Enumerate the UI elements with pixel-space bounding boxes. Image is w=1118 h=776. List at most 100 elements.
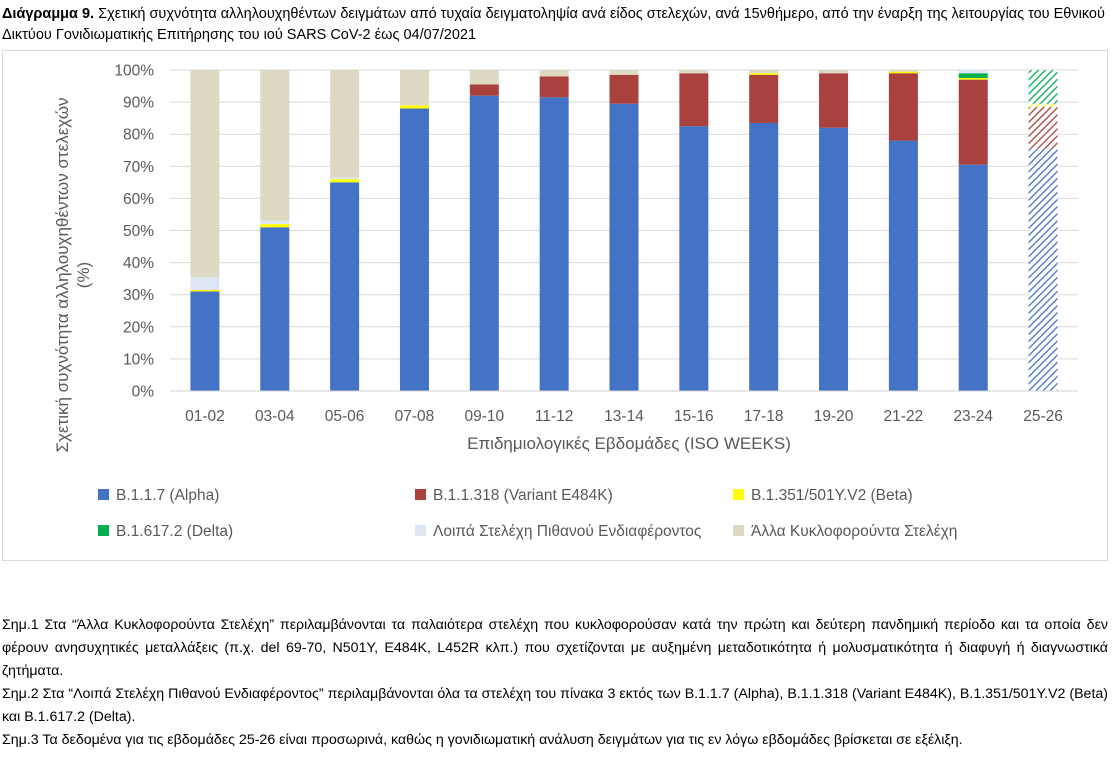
x-tick-label: 15-16 <box>674 408 714 425</box>
x-tick-label: 01-02 <box>185 408 225 425</box>
legend-label: B.1.617.2 (Delta) <box>116 523 233 540</box>
x-tick-label: 21-22 <box>884 408 924 425</box>
bar-segment <box>330 177 360 180</box>
legend-item: B.1.1.7 (Alpha) <box>98 487 219 504</box>
bar-segment <box>958 78 988 80</box>
y-axis-ticks: 0% 10% 20% 30% 40% 50% 60% 70% 80% 90% 100% <box>114 63 154 401</box>
bar-segment <box>749 73 779 75</box>
bar-segment <box>679 73 709 127</box>
bar-segment <box>888 73 918 141</box>
bar-segment <box>399 108 429 391</box>
bar-segment <box>1028 106 1058 149</box>
chart-area: 0% 10% 20% 30% 40% 50% 60% 70% 80% 90% 100% 01-02 0… <box>2 50 1108 561</box>
y-tick-label: 40% <box>123 255 154 272</box>
x-tick-label: 25-26 <box>1023 408 1063 425</box>
bar-segment <box>190 277 220 290</box>
x-tick-label: 13-14 <box>604 408 644 425</box>
bar-segment <box>469 84 499 96</box>
figure-caption: Διάγραμμα 9. Σχετική συχνότητα αλληλουχη… <box>2 4 1114 46</box>
bar-segment <box>1028 148 1058 391</box>
legend: B.1.1.7 (Alpha) B.1.1.318 (Variant E484K)… <box>98 487 957 540</box>
y-tick-label: 90% <box>123 95 154 112</box>
x-tick-label: 09-10 <box>464 408 504 425</box>
legend-swatch <box>98 489 109 500</box>
bar-segment <box>679 126 709 392</box>
x-axis-ticks: 01-02 03-04 05-06 07-08 09-10 11-12 13-14 15-16… <box>185 408 1063 425</box>
y-axis-title: Σχετική συχνότητα αλληλουχηθέντων στελεχ… <box>53 97 93 452</box>
bar-segment <box>749 74 779 123</box>
legend-label: Λοιπά Στελέχη Πιθανού Ενδιαφέροντος <box>433 523 701 540</box>
x-tick-label: 23-24 <box>953 408 993 425</box>
y-tick-label: 60% <box>123 191 154 208</box>
x-tick-label: 05-06 <box>325 408 365 425</box>
bar-segment <box>958 70 988 74</box>
stacked-bar-chart: 0%10%20%30%40%50%60%70%80%90%100% 01-02 0… <box>53 63 1078 540</box>
y-tick-label: 70% <box>123 159 154 176</box>
bar-segment <box>539 97 569 391</box>
bar-segment <box>819 70 849 74</box>
bar-segment <box>330 182 360 391</box>
legend-swatch <box>415 525 426 536</box>
y-tick-label: 80% <box>123 127 154 144</box>
bar-segment <box>958 73 988 79</box>
bar-segment <box>469 70 499 85</box>
caption-label: Διάγραμμα 9. <box>2 6 95 22</box>
note-2: Σημ.2 Στα “Λοιπά Στελέχη Πιθανού Ενδιαφέ… <box>2 686 1108 725</box>
x-tick-label: 17-18 <box>744 408 784 425</box>
bar-segment <box>539 70 569 77</box>
bar-segment <box>888 140 918 391</box>
legend-item: B.1.617.2 (Delta) <box>98 523 233 540</box>
bar-segment <box>190 70 220 278</box>
legend-swatch <box>98 525 109 536</box>
bar-segment <box>888 70 918 72</box>
x-tick-label: 11-12 <box>535 408 574 425</box>
bar-segment <box>190 291 220 391</box>
y-tick-label: 0% <box>132 384 155 401</box>
note-1: Σημ.1 Στα “Άλλα Κυκλοφορούντα Στελέχη” π… <box>2 617 1108 679</box>
legend-item: Άλλα Κυκλοφορούντα Στελέχη <box>733 523 957 540</box>
bar-segment <box>609 70 639 75</box>
bar-segment <box>958 79 988 165</box>
bar-segment <box>609 74 639 104</box>
legend-swatch <box>733 489 744 500</box>
bar-segment <box>399 70 429 106</box>
legend-swatch <box>415 489 426 500</box>
bar-segment <box>888 71 918 74</box>
bar-segment <box>330 179 360 183</box>
legend-label: Άλλα Κυκλοφορούντα Στελέχη <box>751 523 957 540</box>
x-axis-title: Επιδημιολογικές Εβδομάδες (ISO WEEKS) <box>467 434 791 453</box>
legend-item: B.1.351/501Y.V2 (Beta) <box>733 487 913 504</box>
x-tick-label: 19-20 <box>814 408 854 425</box>
y-tick-label: 50% <box>123 223 154 240</box>
bar-segment <box>330 70 360 178</box>
legend-item: B.1.1.318 (Variant E484K) <box>415 487 613 504</box>
bar-segment <box>399 105 429 109</box>
bar-segment <box>819 127 849 391</box>
legend-label: B.1.351/501Y.V2 (Beta) <box>751 487 913 504</box>
bar-segment <box>749 70 779 74</box>
bar-segment <box>819 73 849 128</box>
bar-segment <box>958 164 988 391</box>
y-tick-label: 20% <box>123 319 154 336</box>
chart-notes: Σημ.1 Στα “Άλλα Κυκλοφορούντα Στελέχη” π… <box>2 614 1108 752</box>
bar-segment <box>1028 70 1058 104</box>
bar-segment <box>1028 103 1058 107</box>
caption-text: Σχετική συχνότητα αλληλουχηθέντων δειγμά… <box>2 6 1105 43</box>
bar-segment <box>260 227 290 391</box>
y-tick-label: 10% <box>123 351 154 368</box>
legend-label: B.1.1.7 (Alpha) <box>116 487 219 504</box>
x-tick-label: 03-04 <box>255 408 295 425</box>
bars <box>190 70 1058 392</box>
y-tick-label: 30% <box>123 287 154 304</box>
legend-item: Λοιπά Στελέχη Πιθανού Ενδιαφέροντος <box>415 523 701 540</box>
bar-segment <box>190 289 220 292</box>
note-3: Σημ.3 Τα δεδομένα για τις εβδομάδες 25-2… <box>2 732 963 748</box>
bar-segment <box>260 220 290 225</box>
y-tick-label: 100% <box>114 63 154 80</box>
bar-segment <box>679 70 709 74</box>
bar-segment <box>260 70 290 221</box>
bar-segment <box>609 103 639 391</box>
x-tick-label: 07-08 <box>395 408 435 425</box>
legend-label: B.1.1.318 (Variant E484K) <box>433 487 613 504</box>
legend-swatch <box>733 525 744 536</box>
